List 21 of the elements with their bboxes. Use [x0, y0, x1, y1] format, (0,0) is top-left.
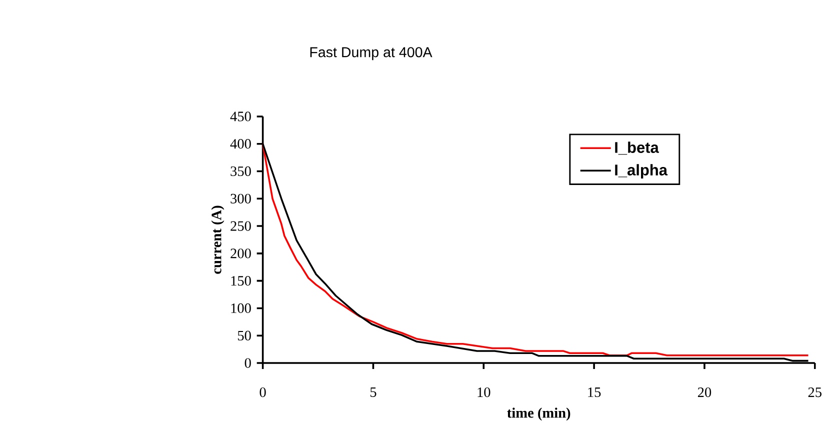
- legend-label: I_alpha: [615, 164, 668, 179]
- y-tick-label: 400: [230, 139, 251, 149]
- legend-label: I_beta: [615, 142, 659, 155]
- y-tick-label: 0: [244, 358, 251, 368]
- x-tick-label: 15: [588, 388, 601, 398]
- y-axis-title: current (A): [211, 206, 224, 274]
- x-tick-label: 25: [808, 388, 822, 398]
- y-tick-label: 300: [230, 194, 251, 204]
- x-tick-label: 10: [478, 388, 490, 398]
- y-tick-label: 150: [231, 276, 251, 286]
- x-axis-title: time (min): [507, 408, 570, 421]
- y-tick-label: 350: [230, 166, 251, 176]
- y-tick-label: 100: [231, 304, 251, 314]
- x-tick-label: 5: [370, 388, 376, 398]
- x-tick-label: 20: [698, 388, 712, 398]
- x-tick-label: 0: [260, 388, 266, 398]
- y-tick-label: 450: [230, 112, 251, 122]
- chart-title: Fast Dump at 400A: [310, 47, 432, 60]
- y-tick-label: 200: [230, 248, 251, 258]
- y-tick-label: 50: [238, 330, 251, 341]
- y-tick-label: 250: [230, 221, 251, 232]
